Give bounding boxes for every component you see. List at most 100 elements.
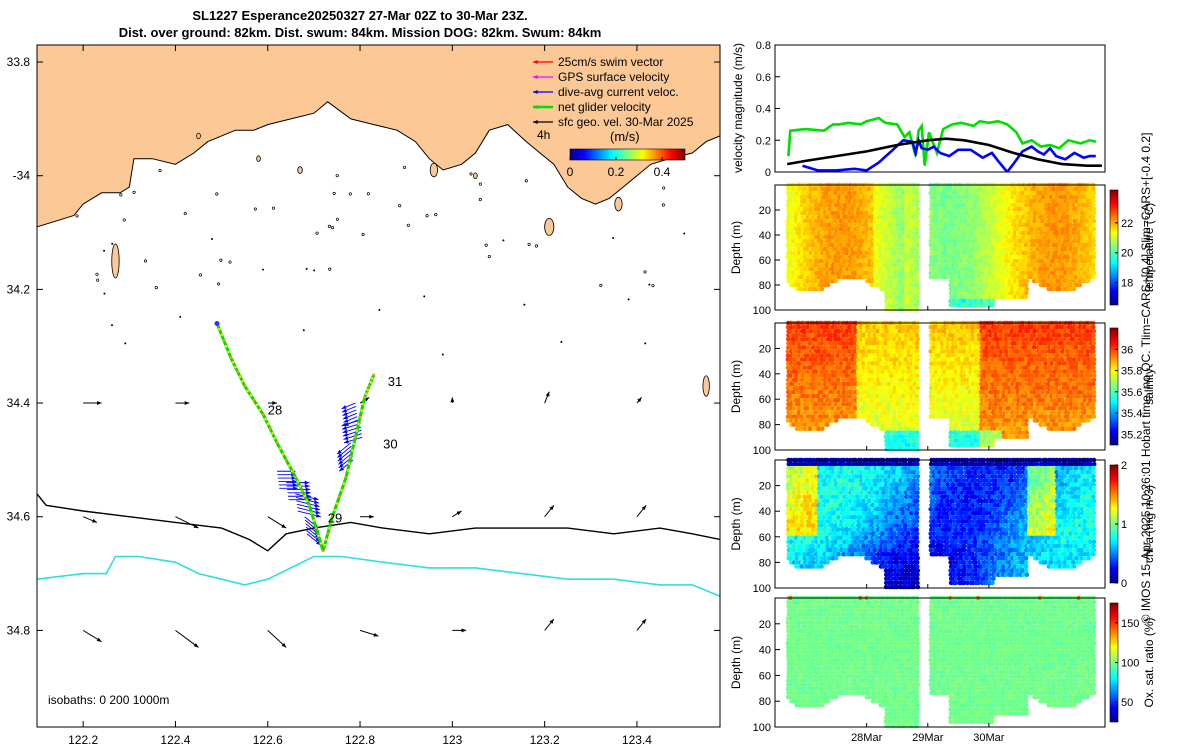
legend-swim-vector-glyph-head bbox=[533, 60, 538, 64]
section-point bbox=[894, 202, 900, 208]
section-point bbox=[830, 226, 836, 232]
section-point bbox=[915, 194, 920, 200]
section-point bbox=[914, 278, 920, 284]
section-point bbox=[914, 345, 920, 350]
track-point bbox=[331, 515, 334, 519]
section-point bbox=[824, 278, 830, 284]
section-point bbox=[842, 274, 847, 280]
isobath-200m bbox=[37, 493, 720, 552]
legend-interval: 4h bbox=[537, 128, 550, 142]
dive-avg-vector-head bbox=[314, 506, 320, 511]
section-point bbox=[785, 234, 791, 240]
section-point bbox=[813, 282, 819, 288]
section-point bbox=[934, 194, 939, 200]
section-point bbox=[819, 238, 824, 244]
dive-avg-vector-head bbox=[305, 487, 311, 492]
geo-velocity-arrow-head bbox=[97, 401, 102, 405]
track-point bbox=[238, 375, 242, 378]
geo-velocity-arrow bbox=[175, 629, 199, 648]
section-point bbox=[906, 186, 911, 192]
section-point bbox=[898, 222, 903, 228]
section-point bbox=[797, 230, 802, 236]
section-point bbox=[914, 282, 920, 288]
geo-velocity-arrow-head bbox=[184, 401, 190, 405]
section-point bbox=[889, 218, 895, 224]
track-point bbox=[296, 480, 300, 483]
rock bbox=[332, 191, 336, 195]
section-point bbox=[825, 266, 830, 272]
section-point bbox=[906, 234, 911, 240]
section-point bbox=[856, 254, 861, 260]
island bbox=[111, 243, 120, 279]
day-label: 30 bbox=[383, 437, 397, 452]
section-point bbox=[892, 198, 897, 204]
island bbox=[473, 172, 478, 179]
glider-track bbox=[214, 320, 376, 553]
track-point bbox=[352, 442, 356, 446]
section-point bbox=[867, 230, 872, 236]
island bbox=[702, 375, 710, 397]
section-point bbox=[914, 393, 920, 399]
y-tick-label: 0.6 bbox=[756, 72, 771, 84]
section-point bbox=[844, 254, 850, 260]
track-point bbox=[220, 333, 223, 337]
section-point bbox=[813, 266, 819, 272]
section-point bbox=[915, 226, 920, 232]
section-point bbox=[802, 214, 808, 220]
islands bbox=[75, 132, 710, 397]
section-point bbox=[903, 194, 908, 200]
section-point bbox=[819, 230, 824, 236]
section-point bbox=[838, 238, 844, 244]
section-point bbox=[838, 226, 844, 232]
track-point bbox=[349, 455, 353, 459]
section-point bbox=[816, 262, 822, 268]
section-point bbox=[914, 349, 920, 354]
track-point bbox=[231, 361, 235, 364]
section-point bbox=[903, 258, 908, 264]
isobath-note: isobaths: 0 200 1000m bbox=[48, 693, 169, 707]
section-point bbox=[802, 270, 808, 276]
section-point bbox=[900, 302, 906, 308]
section-point bbox=[827, 246, 833, 252]
section-point bbox=[912, 222, 917, 228]
section-point bbox=[915, 234, 921, 240]
track-point bbox=[273, 436, 276, 440]
geo-velocity-arrow-head bbox=[272, 401, 277, 405]
section-point bbox=[875, 214, 881, 220]
geo-velocity-arrow-head bbox=[373, 632, 379, 637]
section-point bbox=[990, 302, 995, 308]
section-point bbox=[847, 210, 852, 216]
track-point bbox=[323, 543, 326, 547]
section-point bbox=[928, 262, 934, 268]
section-point bbox=[936, 226, 942, 232]
section-point bbox=[934, 230, 940, 236]
section-point bbox=[1071, 286, 1077, 292]
section-point bbox=[1091, 226, 1097, 232]
geo-velocity-dot bbox=[423, 295, 426, 298]
track-point bbox=[342, 482, 346, 485]
dive-avg-vector-head bbox=[341, 405, 347, 409]
geo-velocity-dot bbox=[302, 329, 305, 332]
section-point bbox=[928, 206, 934, 212]
section-point bbox=[911, 254, 917, 260]
section-point bbox=[991, 298, 996, 304]
section-point bbox=[903, 274, 909, 280]
section-point bbox=[914, 328, 920, 334]
section-point bbox=[794, 194, 799, 200]
section-point bbox=[1091, 230, 1097, 236]
section-point bbox=[1024, 286, 1029, 292]
section-point bbox=[1090, 214, 1096, 220]
track-point bbox=[249, 394, 253, 397]
section-point bbox=[797, 222, 802, 228]
track-point bbox=[258, 408, 262, 411]
section-point bbox=[909, 302, 914, 308]
section-point bbox=[827, 234, 833, 240]
section-point bbox=[855, 210, 861, 216]
section-point bbox=[903, 266, 909, 272]
section-point bbox=[915, 254, 921, 260]
dive-avg-vector-head bbox=[314, 500, 319, 504]
section-point bbox=[915, 402, 920, 407]
track-point bbox=[301, 489, 304, 493]
